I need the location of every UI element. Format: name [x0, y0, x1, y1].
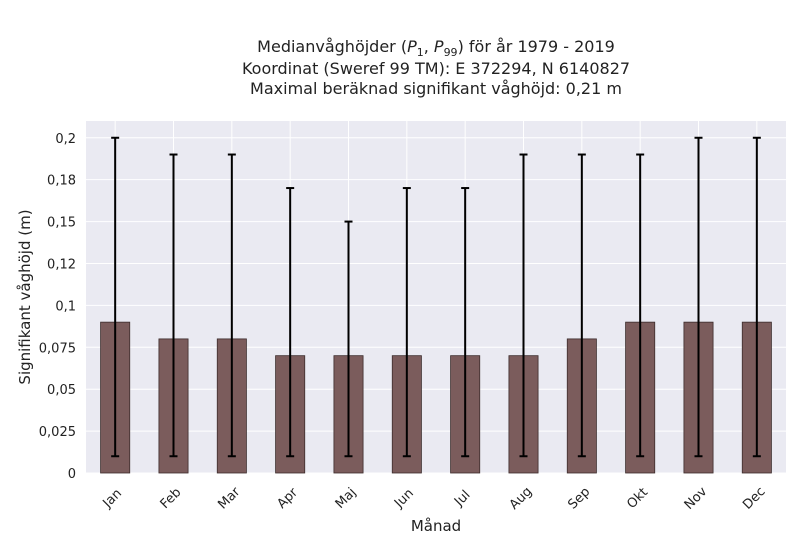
chart-title-line-2: Koordinat (Sweref 99 TM): E 372294, N 61…: [242, 59, 630, 78]
y-tick-label: 0: [68, 467, 76, 482]
y-tick-label: 0,05: [47, 383, 76, 398]
x-tick-label: Jun: [391, 486, 417, 512]
x-tick-labels: Jan Feb Mar Apr Maj Jun Jul Aug Sep Okt Nov Dec: [100, 484, 769, 513]
x-axis-label: Månad: [411, 517, 461, 535]
title-sep: ,: [424, 37, 434, 56]
plot-area: [86, 121, 786, 473]
x-tick-label: Mar: [215, 484, 243, 512]
x-tick-label: Jan: [100, 486, 125, 511]
title-suffix: ) för år 1979 - 2019: [458, 37, 615, 56]
x-tick-label: Okt: [624, 485, 651, 512]
x-tick-label: Nov: [682, 484, 711, 513]
y-tick-label: 0,075: [39, 341, 76, 356]
y-tick-label: 0,1: [55, 299, 76, 314]
chart-title-line-1: Medianvåghöjder (P1, P99) för år 1979 - …: [257, 37, 615, 59]
x-tick-label: Maj: [333, 485, 360, 512]
title-p2-sub: 99: [444, 46, 458, 59]
y-tick-label: 0,12: [47, 257, 76, 272]
x-tick-label: Aug: [507, 484, 536, 513]
x-tick-label: Sep: [565, 485, 593, 513]
x-tick-label: Jul: [451, 488, 473, 510]
title-prefix: Medianvåghöjder (: [257, 37, 407, 56]
title-p1: P: [407, 37, 417, 56]
y-tick-label: 0,15: [47, 216, 76, 231]
y-axis-label: Signifikant våghöjd (m): [16, 209, 34, 384]
error-bars-layer: [111, 136, 761, 458]
y-tick-label: 0,025: [39, 425, 76, 440]
y-tick-label: 0,18: [47, 174, 76, 189]
x-tick-label: Apr: [274, 485, 301, 512]
chart-title-line-3: Maximal beräknad signifikant våghöjd: 0,…: [250, 79, 622, 98]
title-p2: P: [434, 37, 444, 56]
y-tick-labels: 0 0,025 0,05 0,075 0,1 0,12 0,15 0,18 0,2: [39, 132, 76, 482]
title-p1-sub: 1: [417, 46, 424, 59]
y-tick-label: 0,2: [55, 132, 76, 147]
x-tick-label: Feb: [158, 485, 185, 512]
x-tick-label: Dec: [740, 484, 768, 512]
